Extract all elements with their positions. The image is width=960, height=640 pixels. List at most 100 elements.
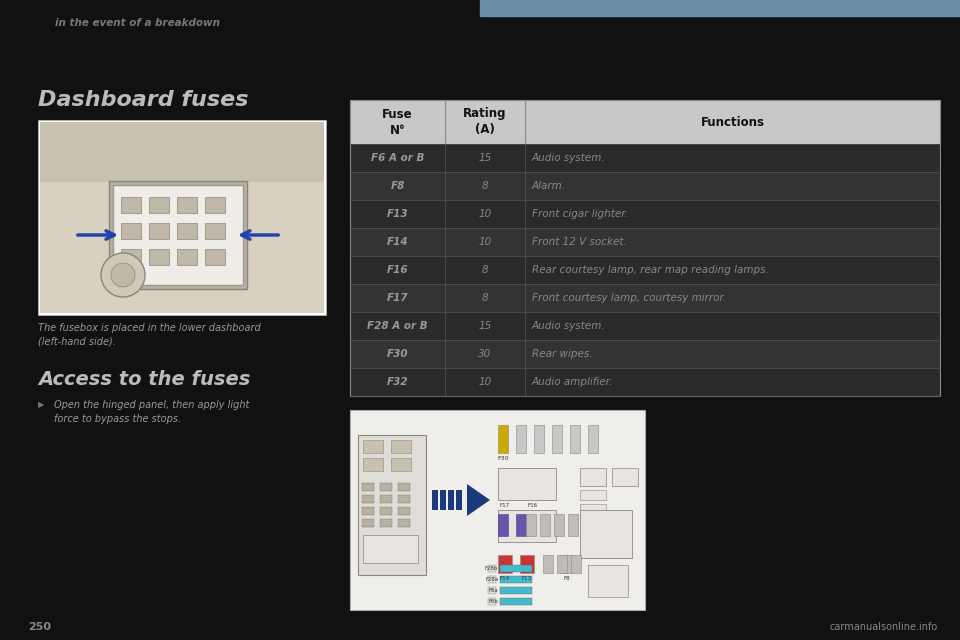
Text: 8: 8 <box>482 293 489 303</box>
Text: 10: 10 <box>478 237 492 247</box>
Bar <box>350 410 645 610</box>
Text: F6 A or B: F6 A or B <box>371 153 424 163</box>
Bar <box>398 507 410 515</box>
Bar <box>500 587 532 594</box>
Text: F16: F16 <box>528 503 538 508</box>
Text: F14: F14 <box>387 237 408 247</box>
Bar <box>380 483 392 491</box>
Text: F14: F14 <box>500 576 510 581</box>
Bar <box>570 425 580 453</box>
Bar <box>568 514 578 536</box>
Bar <box>580 468 606 486</box>
Bar <box>40 122 324 182</box>
Bar <box>121 249 141 265</box>
Text: Front courtesy lamp, courtesy mirror.: Front courtesy lamp, courtesy mirror. <box>532 293 726 303</box>
Text: F17: F17 <box>387 293 408 303</box>
Text: 30: 30 <box>478 349 492 359</box>
Bar <box>488 587 496 594</box>
Text: 15: 15 <box>478 153 492 163</box>
Bar <box>149 197 169 213</box>
Bar <box>109 181 247 289</box>
Bar <box>350 256 940 284</box>
Text: in the event of a breakdown: in the event of a breakdown <box>55 18 220 28</box>
Text: F28a: F28a <box>485 577 498 582</box>
Bar <box>580 490 606 500</box>
Bar <box>350 172 940 200</box>
Text: Access to the fuses: Access to the fuses <box>38 370 251 389</box>
Text: Fuse
N°: Fuse N° <box>382 108 413 136</box>
Bar <box>498 468 556 500</box>
Bar <box>571 555 581 573</box>
Bar <box>498 555 512 573</box>
Bar <box>362 507 374 515</box>
Text: Functions: Functions <box>701 115 764 129</box>
Bar <box>498 510 556 542</box>
Polygon shape <box>467 484 490 516</box>
Bar <box>520 555 534 573</box>
Bar <box>40 122 324 313</box>
Text: Dashboard fuses: Dashboard fuses <box>38 90 249 110</box>
Text: F30: F30 <box>497 456 509 461</box>
Text: F17: F17 <box>500 503 510 508</box>
Text: Audio amplifier.: Audio amplifier. <box>532 377 613 387</box>
Circle shape <box>101 253 145 297</box>
Bar <box>205 197 225 213</box>
Bar <box>580 504 606 514</box>
Bar <box>588 565 628 597</box>
Text: Audio system.: Audio system. <box>532 153 606 163</box>
Text: Audio system.: Audio system. <box>532 321 606 331</box>
Bar <box>526 514 536 536</box>
Bar <box>557 555 567 573</box>
Text: F6b: F6b <box>489 599 498 604</box>
Bar <box>500 565 532 572</box>
Bar <box>580 510 632 558</box>
Bar <box>500 598 532 605</box>
Bar <box>205 223 225 239</box>
Text: F6a: F6a <box>489 588 498 593</box>
Bar <box>540 514 550 536</box>
Bar <box>350 200 940 228</box>
Bar <box>398 495 410 503</box>
Bar <box>350 312 940 340</box>
Bar <box>534 425 544 453</box>
Text: F28 A or B: F28 A or B <box>367 321 428 331</box>
Bar <box>516 514 526 536</box>
Bar <box>38 120 326 315</box>
Bar <box>552 425 562 453</box>
Bar <box>350 340 940 368</box>
Bar <box>432 490 438 510</box>
Bar <box>612 468 638 486</box>
Bar <box>358 435 426 575</box>
Text: Rear wipes.: Rear wipes. <box>532 349 592 359</box>
Bar <box>398 483 410 491</box>
Text: 8: 8 <box>482 181 489 191</box>
Text: 10: 10 <box>478 209 492 219</box>
Bar <box>398 519 410 527</box>
Text: F28b: F28b <box>485 566 498 571</box>
Bar <box>363 440 383 453</box>
Bar <box>113 185 243 285</box>
Bar <box>488 565 496 572</box>
Text: ▶: ▶ <box>38 400 44 409</box>
Bar <box>543 555 553 573</box>
Bar <box>380 507 392 515</box>
Text: Rear courtesy lamp, rear map reading lamps.: Rear courtesy lamp, rear map reading lam… <box>532 265 769 275</box>
Bar <box>488 598 496 605</box>
Text: The fusebox is placed in the lower dashboard
(left-hand side).: The fusebox is placed in the lower dashb… <box>38 323 261 347</box>
Bar <box>498 514 508 536</box>
Text: Open the hinged panel, then apply light
force to bypass the stops.: Open the hinged panel, then apply light … <box>54 400 250 424</box>
Bar <box>456 490 462 510</box>
Bar <box>480 0 960 16</box>
Bar <box>498 425 508 453</box>
Text: F13: F13 <box>387 209 408 219</box>
Bar <box>362 495 374 503</box>
Bar <box>391 440 411 453</box>
Bar <box>121 197 141 213</box>
Text: 15: 15 <box>478 321 492 331</box>
Text: F32: F32 <box>387 377 408 387</box>
Bar <box>350 284 940 312</box>
Text: Front 12 V socket.: Front 12 V socket. <box>532 237 627 247</box>
Text: F8: F8 <box>391 181 405 191</box>
Bar <box>588 425 598 453</box>
Text: 8: 8 <box>482 265 489 275</box>
